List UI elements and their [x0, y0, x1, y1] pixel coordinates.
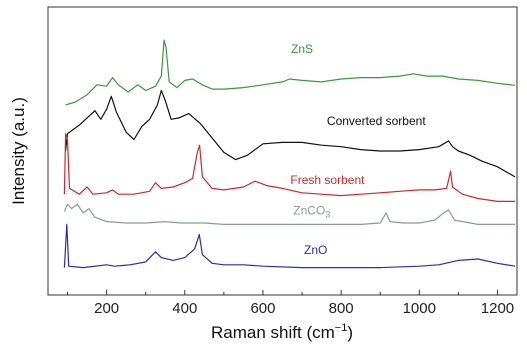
- series-line-1: [65, 89, 516, 178]
- series-line-0: [65, 39, 516, 106]
- x-axis-title-sup: −1: [335, 322, 348, 334]
- series-line-2: [63, 133, 515, 202]
- x-tick-label: 200: [94, 300, 119, 317]
- x-axis-title-end: ): [347, 323, 353, 342]
- series-label-subscript: 3: [325, 209, 330, 219]
- series-label-text: Fresh sorbent: [290, 173, 365, 187]
- series-label-text: ZnS: [291, 42, 313, 56]
- x-tick-label: 1000: [403, 300, 436, 317]
- series-line-4: [63, 223, 516, 269]
- series-label-4: ZnO: [304, 243, 327, 257]
- x-tick-label: 800: [329, 300, 354, 317]
- x-axis-title-main: Raman shift (cm: [211, 323, 335, 342]
- series-label-text: Converted sorbent: [327, 114, 426, 128]
- plot-frame: [47, 6, 518, 296]
- series-label-text: ZnO: [304, 243, 327, 257]
- x-tick-label: 600: [250, 300, 275, 317]
- series-label-2: Fresh sorbent: [290, 173, 365, 187]
- x-tick-label: 400: [172, 300, 197, 317]
- x-axis: 200 400 600 800 1000 1200: [67, 290, 514, 317]
- x-tick-label: 1200: [481, 300, 514, 317]
- series-label-1: Converted sorbent: [327, 114, 426, 128]
- series-label-text: ZnCO: [293, 203, 325, 217]
- series-group: [63, 39, 516, 269]
- y-axis-title: Intensity (a.u.): [9, 97, 28, 205]
- series-line-3: [63, 203, 515, 225]
- x-axis-title: Raman shift (cm−1): [211, 322, 353, 342]
- series-label-3: ZnCO3: [293, 203, 330, 219]
- series-label-0: ZnS: [291, 42, 313, 56]
